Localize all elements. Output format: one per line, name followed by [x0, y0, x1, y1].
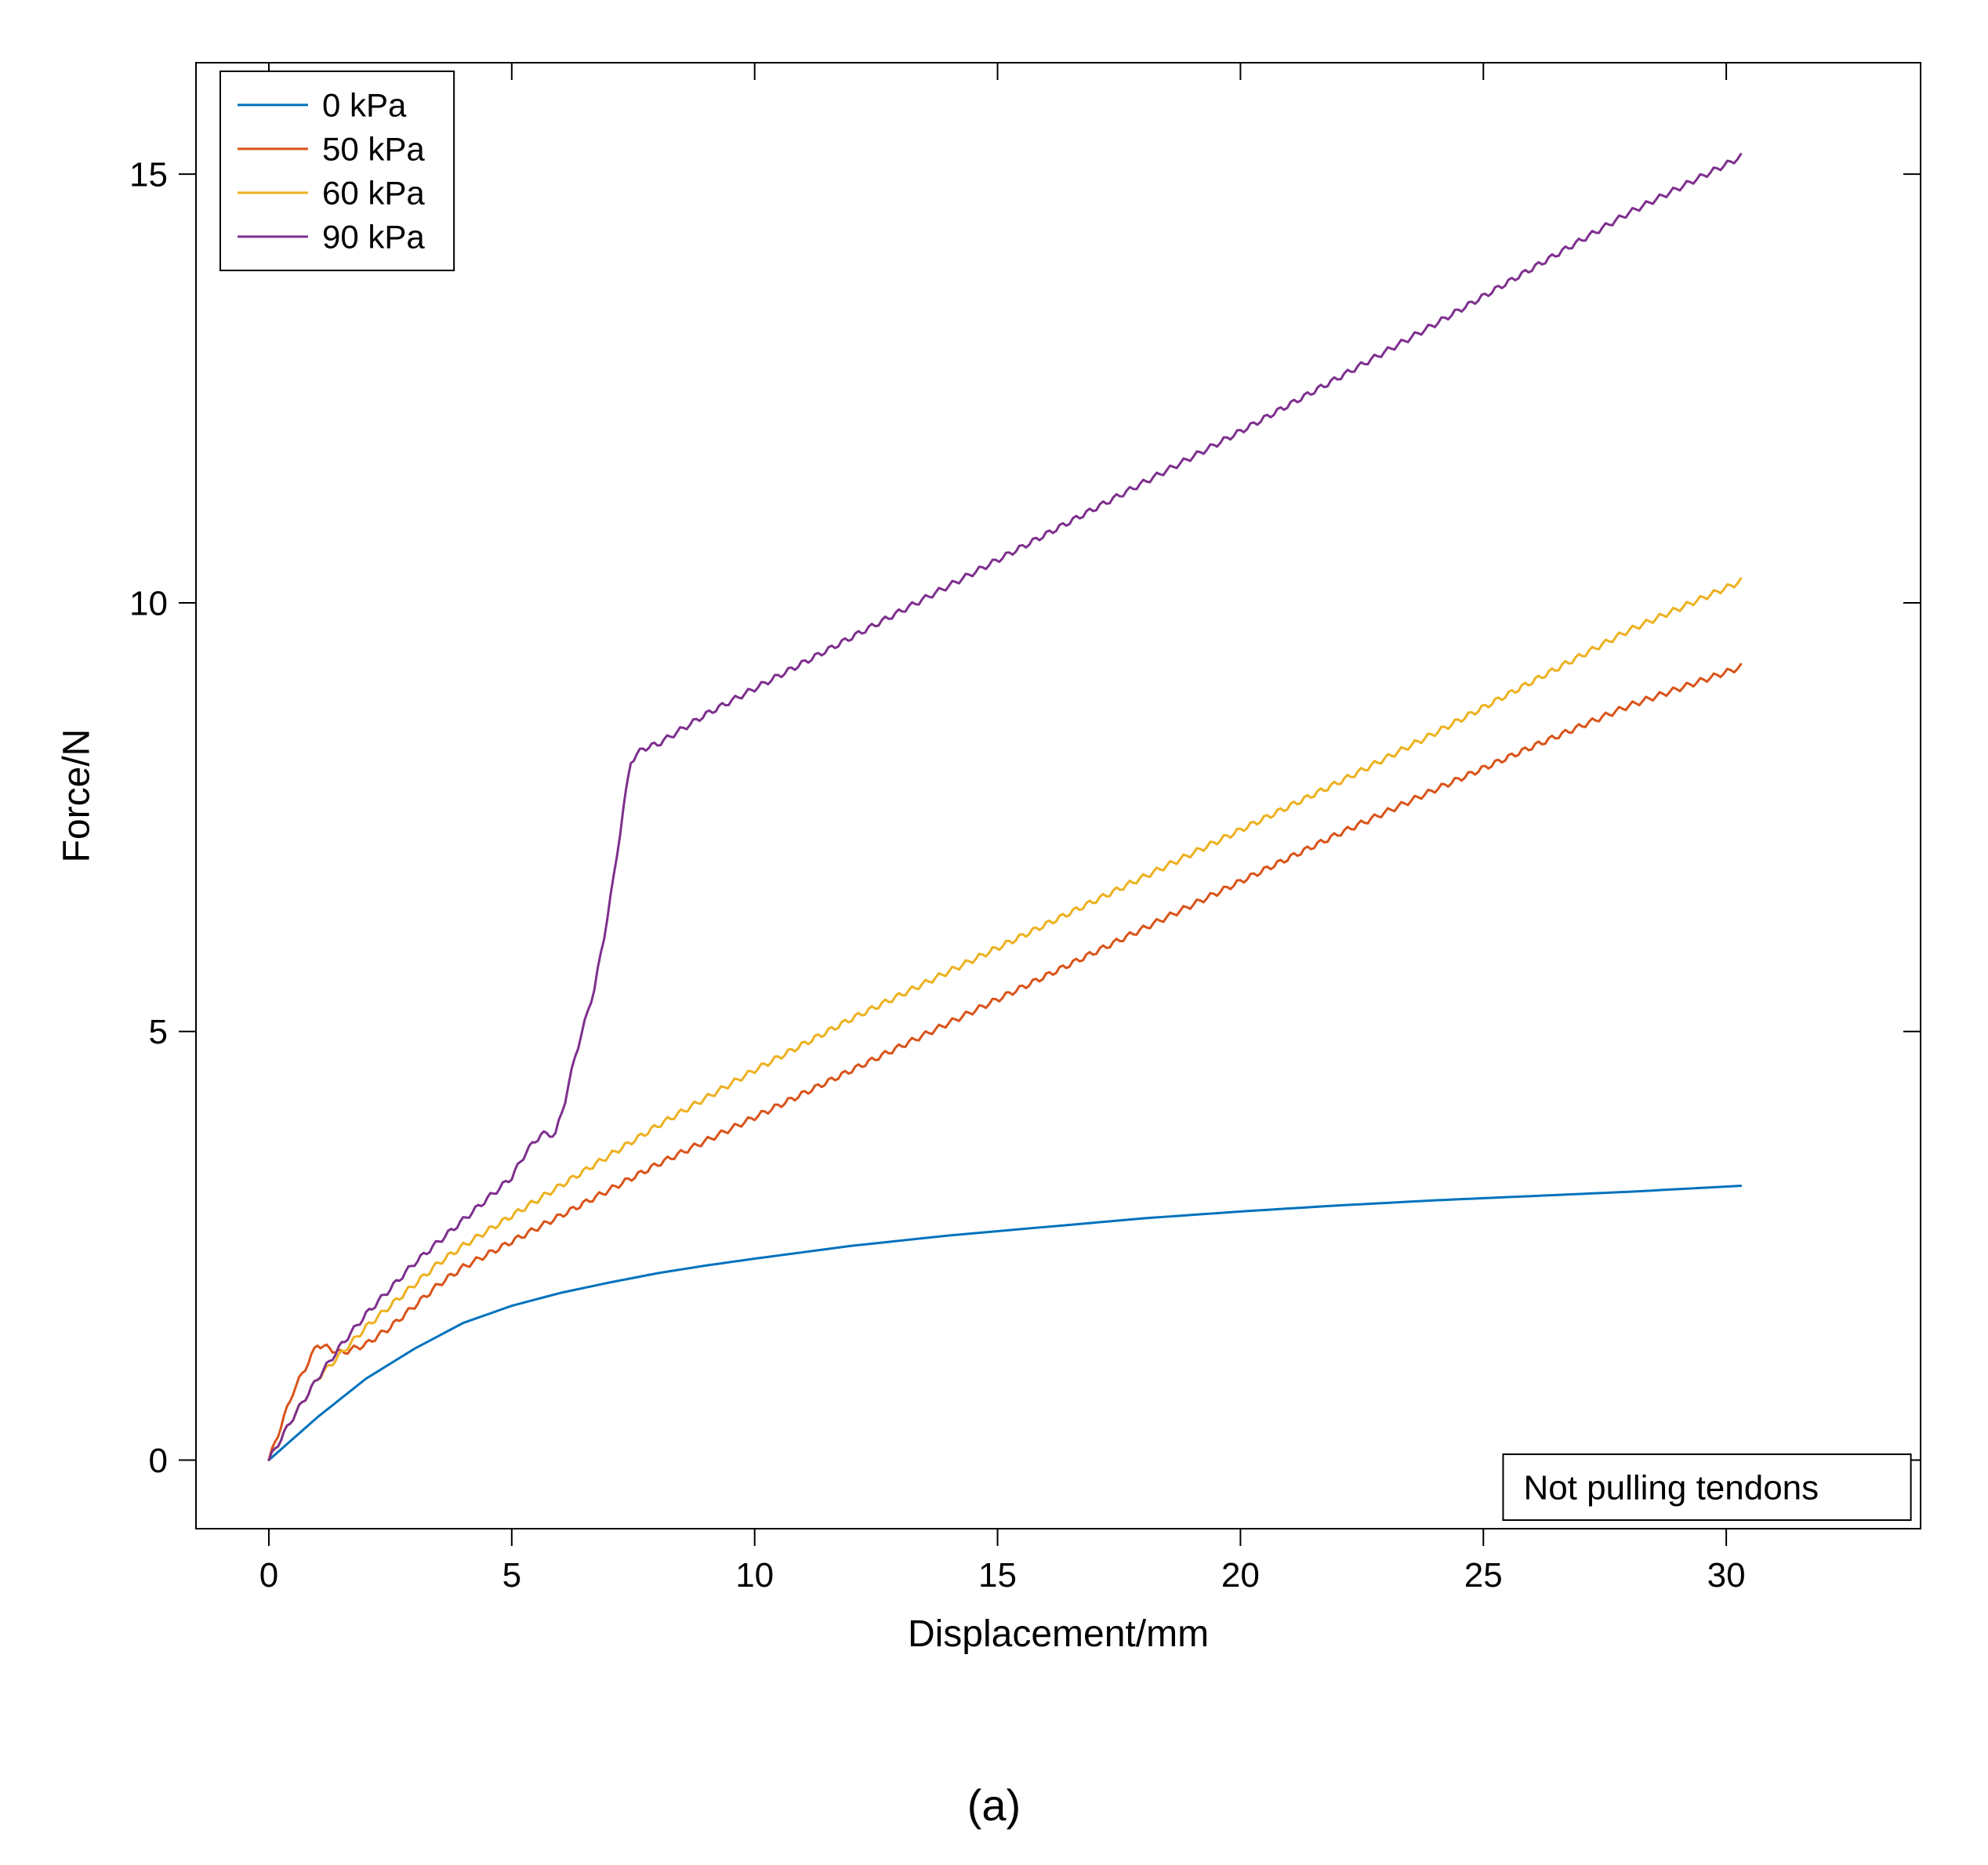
svg-text:20: 20: [1221, 1556, 1260, 1595]
svg-text:60 kPa: 60 kPa: [322, 175, 425, 212]
svg-text:15: 15: [978, 1556, 1017, 1595]
svg-text:0: 0: [259, 1556, 278, 1595]
svg-text:0: 0: [149, 1442, 168, 1480]
svg-text:30: 30: [1707, 1556, 1746, 1595]
svg-text:10: 10: [735, 1556, 774, 1595]
subfigure-caption: (a): [0, 1780, 1988, 1831]
svg-text:Force/N: Force/N: [56, 729, 98, 863]
svg-text:Not pulling tendons: Not pulling tendons: [1523, 1468, 1819, 1507]
svg-text:25: 25: [1464, 1556, 1503, 1595]
svg-text:Displacement/mm: Displacement/mm: [908, 1613, 1209, 1655]
svg-text:5: 5: [502, 1556, 521, 1595]
force-displacement-chart: 0 5 10 15 20 25 30 0 5 10 15 Displacement/mm Force/N…: [0, 0, 1988, 1725]
svg-text:15: 15: [129, 156, 168, 194]
svg-text:10: 10: [129, 584, 168, 622]
svg-text:50 kPa: 50 kPa: [322, 131, 425, 168]
svg-text:5: 5: [149, 1013, 168, 1051]
svg-text:90 kPa: 90 kPa: [322, 219, 425, 256]
svg-text:0 kPa: 0 kPa: [322, 87, 407, 124]
figure-container: 0 5 10 15 20 25 30 0 5 10 15 Displacement/mm Force/N…: [0, 0, 1988, 1865]
